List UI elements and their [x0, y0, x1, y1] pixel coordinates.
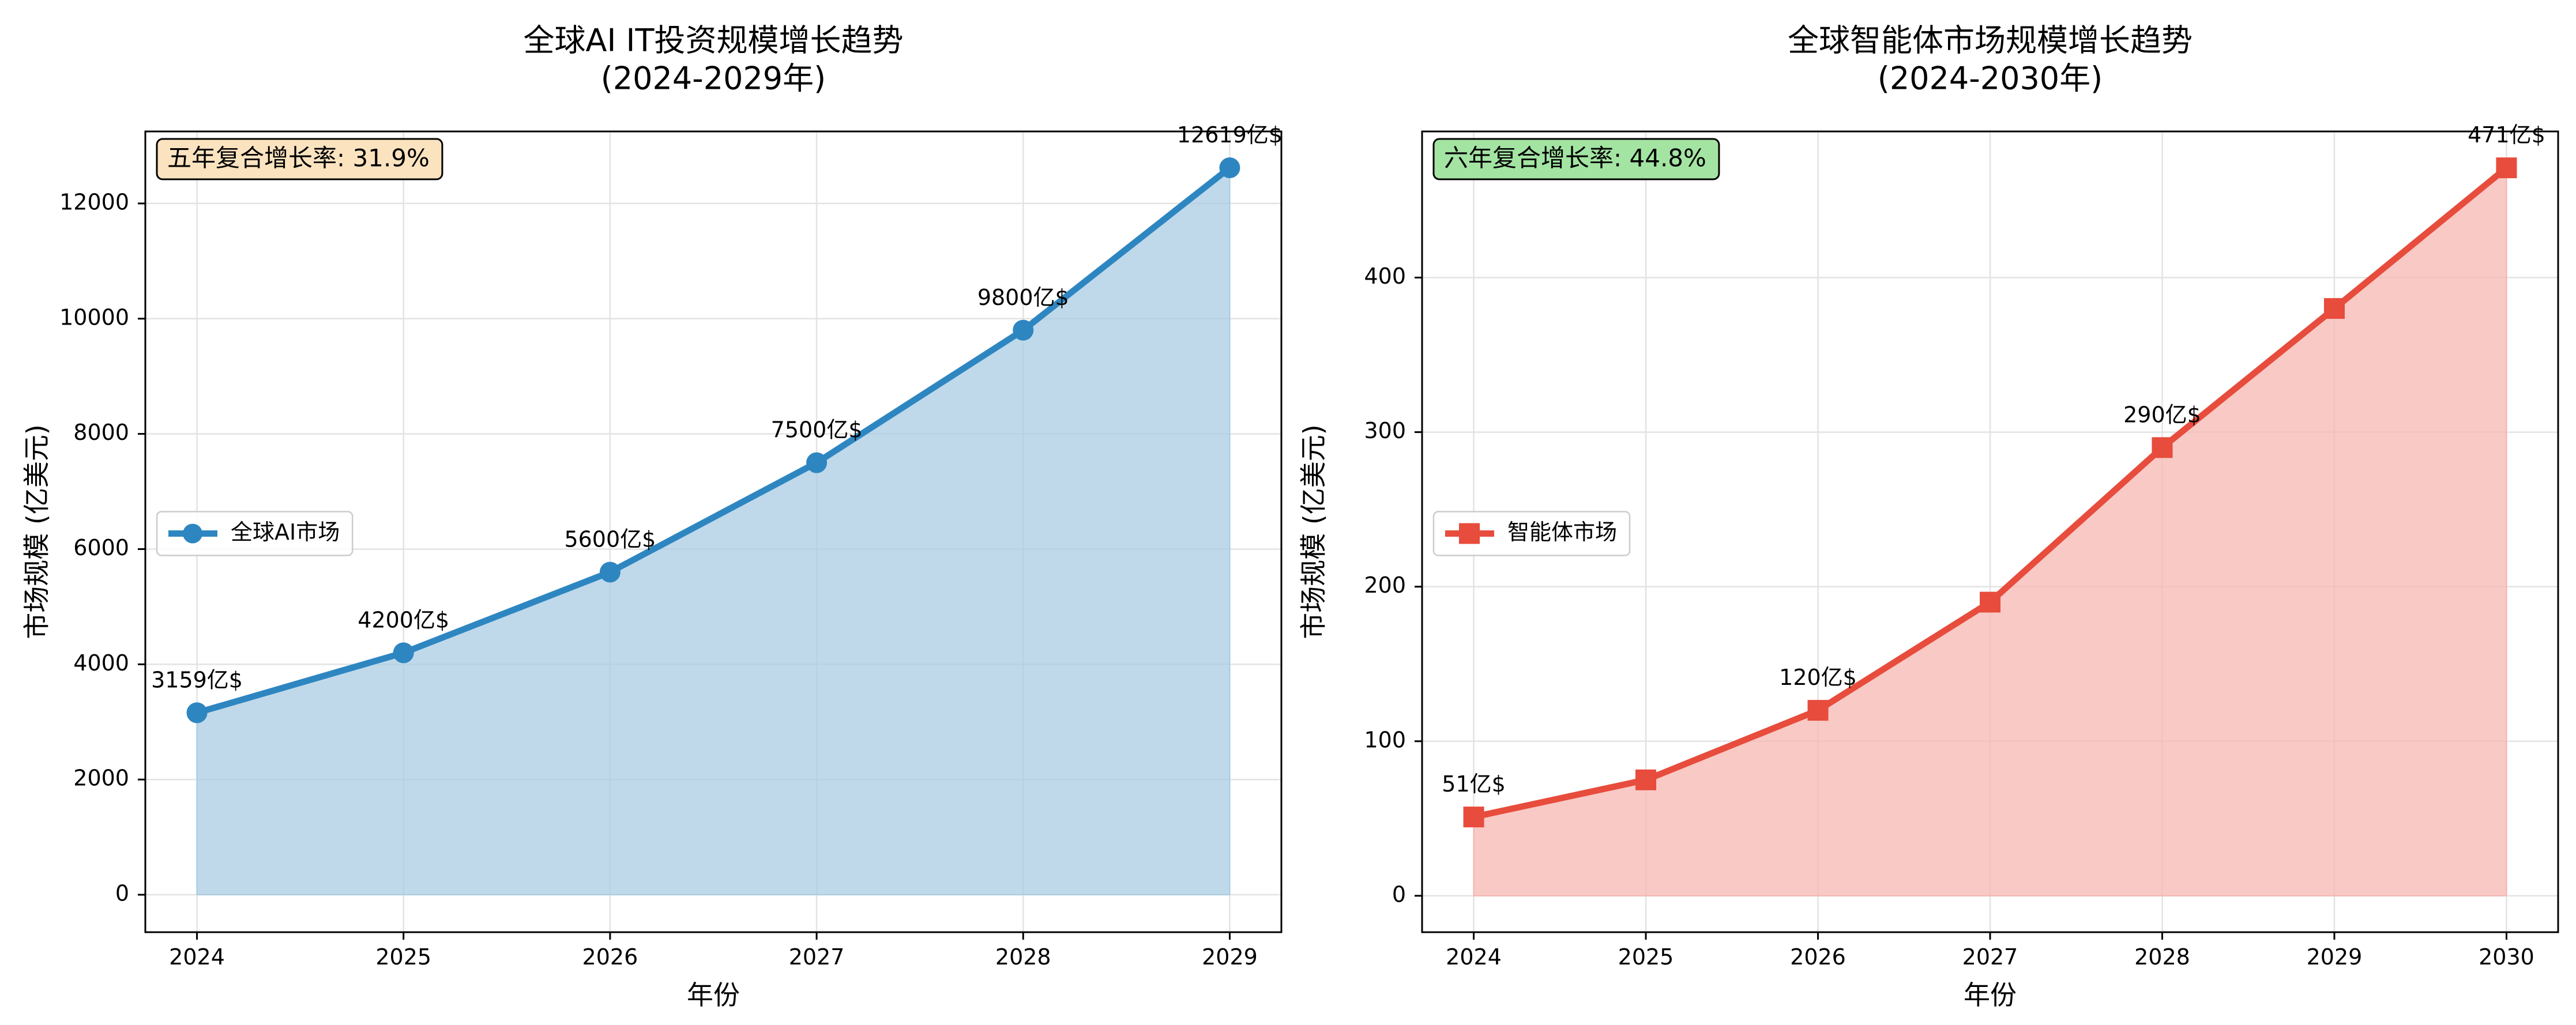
data-label-2028: 9800亿$	[977, 285, 1069, 310]
y-tick-label: 300	[1364, 418, 1406, 443]
legend-box	[156, 511, 354, 556]
data-point-2028	[2152, 437, 2173, 458]
y-tick-label: 100	[1364, 727, 1406, 752]
cagr-text: 六年复合增长率: 44.8%	[1444, 144, 1706, 172]
chart-1: 全球AI IT投资规模增长趋势(2024-2029年) 3159亿$ 4200亿$ 5…	[21, 22, 1283, 1011]
y-tick-label: 0	[115, 881, 129, 906]
x-tick-label: 2029	[1202, 944, 1258, 970]
data-label-2029: 12619亿$	[1177, 122, 1283, 148]
x-tick-label: 2024	[169, 944, 225, 970]
x-tick-label: 2025	[375, 944, 431, 970]
y-tick-label: 12000	[59, 189, 129, 214]
x-tick-label: 2026	[1790, 944, 1846, 970]
cagr-text: 五年复合增长率: 31.9%	[167, 144, 430, 172]
x-tick-label: 2025	[1618, 944, 1674, 970]
legend-box	[1432, 511, 1631, 556]
data-label-2025: 4200亿$	[358, 607, 449, 632]
data-point-2026	[599, 562, 621, 583]
data-point-2026	[1807, 700, 1829, 721]
x-tick-label: 2024	[1446, 944, 1502, 970]
chart-title: 全球AI IT投资规模增长趋势	[524, 22, 904, 59]
chart-2: 全球智能体市场规模增长趋势(2024-2030年) 51亿$ 120亿$ 290亿$ 4…	[1298, 22, 2559, 1011]
data-label-2028: 290亿$	[2123, 402, 2201, 427]
y-tick-label: 8000	[73, 420, 129, 445]
cagr-annotation: 六年复合增长率: 44.8%	[1432, 138, 1720, 180]
data-point-2024	[1463, 807, 1484, 828]
x-axis-label: 年份	[687, 979, 740, 1011]
data-label-2026: 120亿$	[1779, 665, 1857, 690]
plot-frame	[144, 130, 1283, 933]
y-tick-label: 6000	[73, 535, 129, 560]
x-axis-label: 年份	[1964, 979, 2017, 1011]
x-tick-label: 2027	[1962, 944, 2018, 970]
y-axis-label: 市场规模 (亿美元)	[1298, 424, 1329, 639]
legend-marker	[1459, 523, 1480, 544]
cagr-annotation: 五年复合增长率: 31.9%	[156, 138, 443, 180]
cagr-box	[156, 138, 443, 180]
x-tick-label: 2029	[2307, 944, 2363, 970]
data-label-2026: 5600亿$	[564, 526, 656, 552]
x-tick-label: 2028	[995, 944, 1051, 970]
x-tick-label: 2027	[789, 944, 845, 970]
data-point-2025	[1635, 769, 1657, 790]
y-tick-label: 0	[1392, 881, 1406, 907]
series-line	[194, 164, 1233, 716]
legend-marker	[183, 523, 202, 544]
y-axis-label: 市场规模 (亿美元)	[21, 424, 52, 639]
data-label-2027: 7500亿$	[771, 417, 863, 443]
legend: 智能体市场	[1432, 511, 1631, 556]
y-tick-label: 400	[1364, 263, 1406, 289]
data-point-2030	[2496, 157, 2517, 179]
legend: 全球AI市场	[156, 511, 354, 556]
data-point-2027	[806, 452, 828, 473]
data-point-2028	[1013, 319, 1034, 341]
chart-subtitle: (2024-2029年)	[601, 61, 826, 97]
data-label-2024: 51亿$	[1442, 771, 1506, 797]
x-tick-label: 2028	[2134, 944, 2190, 970]
chart-subtitle: (2024-2030年)	[1878, 61, 2103, 97]
cagr-box	[1432, 138, 1720, 180]
x-tick-label: 2026	[582, 944, 638, 970]
legend-label: 全球AI市场	[231, 519, 340, 545]
data-point-2029	[1219, 157, 1240, 179]
y-tick-label: 200	[1364, 572, 1406, 598]
data-point-2025	[393, 642, 414, 664]
legend-label: 智能体市场	[1507, 519, 1617, 545]
data-point-2024	[186, 702, 208, 723]
data-point-2029	[2323, 298, 2345, 319]
data-point-2027	[1980, 591, 2000, 613]
chart-title: 全球智能体市场规模增长趋势	[1788, 22, 2193, 59]
x-tick-label: 2030	[2479, 944, 2534, 970]
data-label-2030: 471亿$	[2468, 122, 2545, 148]
y-tick-label: 2000	[73, 766, 129, 791]
y-tick-label: 10000	[59, 304, 129, 330]
data-label-2024: 3159亿$	[151, 667, 243, 692]
y-tick-label: 4000	[73, 650, 129, 676]
